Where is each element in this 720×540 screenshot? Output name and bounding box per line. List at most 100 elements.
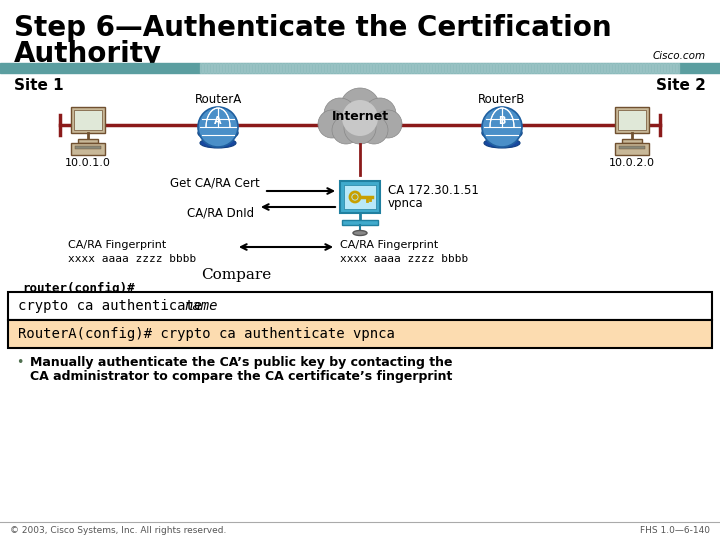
Bar	[407, 63, 408, 73]
Bar	[344, 63, 346, 73]
Bar	[419, 63, 420, 73]
Bar	[524, 63, 526, 73]
Bar	[618, 110, 646, 130]
Circle shape	[340, 88, 380, 128]
Bar	[650, 63, 652, 73]
Text: CA 172.30.1.51: CA 172.30.1.51	[388, 185, 479, 198]
Ellipse shape	[198, 126, 238, 140]
Bar	[365, 63, 366, 73]
Ellipse shape	[482, 126, 522, 140]
Text: •: •	[16, 356, 23, 369]
Bar	[200, 63, 202, 73]
Bar	[218, 63, 220, 73]
Bar	[284, 63, 286, 73]
Circle shape	[198, 107, 238, 147]
Bar	[593, 63, 595, 73]
Bar	[257, 63, 258, 73]
Circle shape	[374, 110, 402, 138]
Bar	[512, 63, 513, 73]
Bar	[635, 63, 636, 73]
Bar	[260, 63, 261, 73]
Bar	[359, 63, 361, 73]
Text: crypto ca authenticate: crypto ca authenticate	[18, 299, 211, 313]
Text: xxxx aaaa zzzz bbbb: xxxx aaaa zzzz bbbb	[68, 254, 197, 264]
Bar	[278, 63, 279, 73]
Bar	[530, 63, 531, 73]
Bar	[314, 63, 315, 73]
Bar	[677, 63, 678, 73]
Bar	[539, 63, 541, 73]
Text: CA/RA Fingerprint: CA/RA Fingerprint	[340, 240, 438, 250]
Circle shape	[353, 195, 357, 199]
Bar	[254, 63, 256, 73]
Text: Internet: Internet	[331, 110, 389, 123]
Bar	[410, 63, 412, 73]
Bar	[449, 63, 451, 73]
Bar	[326, 63, 328, 73]
Bar	[548, 63, 549, 73]
Bar	[239, 63, 240, 73]
Text: CA/RA Fingerprint: CA/RA Fingerprint	[68, 240, 166, 250]
Bar	[308, 63, 310, 73]
Bar	[242, 63, 243, 73]
Bar	[560, 63, 562, 73]
Bar	[317, 63, 318, 73]
Circle shape	[364, 98, 396, 130]
Bar	[380, 63, 382, 73]
Bar	[386, 63, 387, 73]
Bar	[236, 63, 238, 73]
Bar	[596, 63, 598, 73]
Bar	[302, 63, 304, 73]
Text: FHS 1.0—6-140: FHS 1.0—6-140	[640, 526, 710, 535]
Bar	[644, 63, 646, 73]
Ellipse shape	[353, 231, 367, 235]
Bar	[341, 63, 343, 73]
Bar	[578, 63, 580, 73]
Bar	[518, 63, 520, 73]
Bar	[287, 63, 289, 73]
Bar	[350, 63, 351, 73]
Bar	[476, 63, 477, 73]
Text: name: name	[185, 299, 218, 313]
Text: Cisco.com: Cisco.com	[653, 51, 706, 61]
Bar	[470, 63, 472, 73]
Bar	[404, 63, 405, 73]
Bar	[323, 63, 325, 73]
Bar	[626, 63, 628, 73]
Bar	[329, 63, 330, 73]
Bar	[248, 63, 250, 73]
Text: 10.0.1.0: 10.0.1.0	[65, 158, 111, 168]
Bar	[521, 63, 523, 73]
Bar	[440, 63, 441, 73]
Text: Get CA/RA Cert: Get CA/RA Cert	[170, 176, 260, 189]
Bar	[608, 63, 610, 73]
Bar	[311, 63, 312, 73]
Bar	[656, 63, 657, 73]
Bar	[665, 63, 667, 73]
Bar	[497, 63, 498, 73]
Bar	[527, 63, 528, 73]
Bar	[281, 63, 282, 73]
Bar	[533, 63, 534, 73]
Bar	[8, 320, 712, 348]
Bar	[641, 63, 642, 73]
Bar	[209, 63, 210, 73]
Bar	[431, 63, 433, 73]
Bar	[638, 63, 639, 73]
Bar	[622, 139, 642, 143]
Bar	[488, 63, 490, 73]
Bar	[353, 63, 354, 73]
Bar	[674, 63, 675, 73]
Bar	[467, 63, 469, 73]
Text: router(config)#: router(config)#	[22, 282, 135, 295]
Bar	[619, 146, 645, 149]
Bar	[464, 63, 466, 73]
Bar	[509, 63, 510, 73]
Bar	[413, 63, 415, 73]
Bar	[221, 63, 222, 73]
Bar	[362, 63, 364, 73]
Bar	[212, 63, 214, 73]
Bar	[563, 63, 564, 73]
Bar	[338, 63, 340, 73]
Bar	[215, 63, 217, 73]
